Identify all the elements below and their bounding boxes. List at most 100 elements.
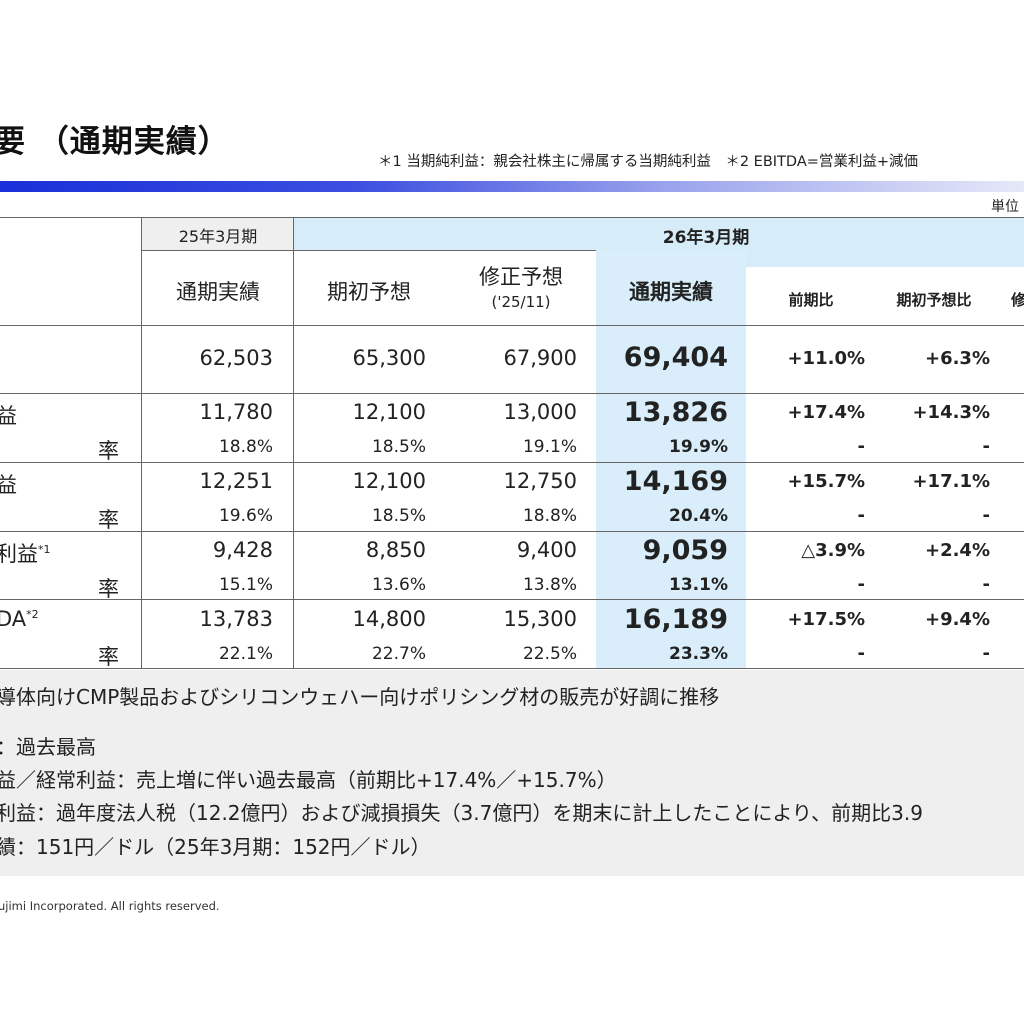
rate-label: 率 bbox=[98, 508, 119, 532]
table-cell-yoy: +15.7% bbox=[787, 471, 865, 492]
table-cell-vs-initial-rate: - bbox=[982, 436, 990, 457]
table-cell: 67,900 bbox=[503, 346, 577, 370]
revised-forecast-header: 修正予想 bbox=[479, 265, 563, 289]
table-cell-vs-initial: +2.4% bbox=[924, 540, 990, 561]
note-line: 績：151円／ドル（25年3月期：152円／ドル） bbox=[0, 835, 431, 859]
table-cell: 12,251 bbox=[199, 469, 273, 493]
row-label: 利益*1 bbox=[0, 538, 51, 568]
table-cell: 12,750 bbox=[503, 469, 577, 493]
actual-column-highlight bbox=[596, 250, 746, 668]
table-cell: 12,100 bbox=[352, 469, 426, 493]
table-cell-rate: 19.1% bbox=[522, 437, 577, 457]
table-cell-rate: 22.7% bbox=[371, 644, 426, 664]
table-cell: 9,428 bbox=[212, 538, 273, 562]
table-cell: 65,300 bbox=[352, 346, 426, 370]
title-gradient-band bbox=[0, 181, 1024, 192]
table-cell-yoy: +17.4% bbox=[787, 402, 865, 423]
table-cell-rate: 18.8% bbox=[218, 437, 273, 457]
table-cell: 13,000 bbox=[503, 400, 577, 424]
table-cell: 62,503 bbox=[199, 346, 273, 370]
col-divider bbox=[141, 217, 142, 668]
table-header-divider bbox=[142, 250, 596, 251]
table-bottom-line bbox=[0, 668, 1024, 669]
unit-label: 単位 bbox=[991, 199, 1019, 215]
table-cell: 11,780 bbox=[199, 400, 273, 424]
table-cell-yoy-rate: - bbox=[857, 436, 865, 457]
vs-initial-header: 期初予想比 bbox=[896, 291, 972, 309]
row-divider bbox=[0, 599, 1024, 600]
table-cell-vs-initial-rate: - bbox=[982, 505, 990, 526]
table-cell-actual-rate: 23.3% bbox=[669, 644, 728, 664]
note-line: 利益：過年度法人税（12.2億円）および減損損失（3.7億円）を期末に計上したこ… bbox=[0, 801, 923, 825]
table-cell-actual-rate: 13.1% bbox=[669, 575, 728, 595]
col-divider bbox=[293, 217, 294, 668]
table-cell-vs-initial-rate: - bbox=[982, 643, 990, 664]
prev-actual-header: 通期実績 bbox=[176, 280, 260, 304]
row-label: 益 bbox=[0, 473, 17, 497]
row-divider bbox=[0, 531, 1024, 532]
row-divider bbox=[0, 462, 1024, 463]
table-cell: 12,100 bbox=[352, 400, 426, 424]
table-top-line bbox=[0, 217, 1024, 218]
copyright: ujimi Incorporated. All rights reserved. bbox=[0, 899, 220, 913]
table-cell: 8,850 bbox=[365, 538, 426, 562]
table-cell: 14,800 bbox=[352, 607, 426, 631]
table-cell-vs-initial-rate: - bbox=[982, 574, 990, 595]
table-cell-actual: 14,169 bbox=[623, 466, 728, 497]
prev-period-header-bg bbox=[142, 217, 294, 250]
footnote: ＊1 当期純利益：親会社株主に帰属する当期純利益 ＊2 EBITDA=営業利益+… bbox=[378, 154, 919, 170]
table-cell-rate: 19.6% bbox=[218, 506, 273, 526]
table-cell-rate: 18.8% bbox=[522, 506, 577, 526]
curr-period-header: 26年3月期 bbox=[662, 228, 750, 248]
table-cell-yoy-rate: - bbox=[857, 505, 865, 526]
row-divider bbox=[0, 393, 1024, 394]
table-cell-rate: 18.5% bbox=[371, 437, 426, 457]
table-cell-actual: 16,189 bbox=[623, 604, 728, 635]
table-cell-vs-initial: +9.4% bbox=[924, 609, 990, 630]
table-cell-actual-rate: 20.4% bbox=[669, 506, 728, 526]
table-cell-rate: 13.6% bbox=[371, 575, 426, 595]
table-cell-rate: 22.1% bbox=[218, 644, 273, 664]
row-label-text: DA bbox=[0, 607, 27, 631]
table-cell-yoy-rate: - bbox=[857, 643, 865, 664]
table-cell: 9,400 bbox=[516, 538, 577, 562]
note-line: 導体向けCMP製品およびシリコンウェハー向けポリシング材の販売が好調に推移 bbox=[0, 685, 720, 709]
table-cell-actual: 13,826 bbox=[623, 397, 728, 428]
header-highlight-band bbox=[294, 217, 1024, 250]
row-label-text: 利益 bbox=[0, 542, 38, 566]
table-cell-actual-rate: 19.9% bbox=[669, 437, 728, 457]
table-cell-vs-initial: +6.3% bbox=[924, 348, 990, 369]
initial-forecast-header: 期初予想 bbox=[327, 280, 411, 304]
table-cell-yoy-rate: - bbox=[857, 574, 865, 595]
table-cell-actual: 9,059 bbox=[642, 535, 728, 566]
notes-panel bbox=[0, 670, 1024, 876]
table-cell: 13,783 bbox=[199, 607, 273, 631]
table-cell-vs-initial: +17.1% bbox=[912, 471, 990, 492]
table-cell-rate: 18.5% bbox=[371, 506, 426, 526]
vs-revised-header: 修 bbox=[1011, 291, 1024, 309]
table-cell-rate: 22.5% bbox=[522, 644, 577, 664]
prev-period-header: 25年3月期 bbox=[178, 227, 258, 246]
rate-label: 率 bbox=[98, 577, 119, 601]
table-cell-yoy: △3.9% bbox=[801, 540, 865, 561]
table-cell-yoy: +11.0% bbox=[787, 348, 865, 369]
curr-actual-header: 通期実績 bbox=[629, 280, 713, 304]
note-line: 益／経常利益：売上増に伴い過去最高（前期比+17.4%／+15.7%） bbox=[0, 768, 617, 792]
table-cell-yoy: +17.5% bbox=[787, 609, 865, 630]
revised-forecast-date: ('25/11) bbox=[491, 293, 551, 311]
table-cell-actual: 69,404 bbox=[623, 342, 728, 373]
table-cell-rate: 13.8% bbox=[522, 575, 577, 595]
footnote-marker: *1 bbox=[38, 543, 51, 556]
table-header-bottom bbox=[0, 325, 1024, 326]
table-cell-rate: 15.1% bbox=[218, 575, 273, 595]
footnote-marker: *2 bbox=[26, 608, 39, 621]
note-line: ：過去最高 bbox=[0, 735, 96, 759]
row-label: DA*2 bbox=[0, 607, 39, 631]
table-cell-vs-initial: +14.3% bbox=[912, 402, 990, 423]
rate-label: 率 bbox=[98, 439, 119, 463]
row-label: 益 bbox=[0, 404, 17, 428]
header-subcolumns-highlight bbox=[746, 250, 1024, 267]
table-cell: 15,300 bbox=[503, 607, 577, 631]
rate-label: 率 bbox=[98, 645, 119, 669]
yoy-header: 前期比 bbox=[788, 291, 834, 309]
